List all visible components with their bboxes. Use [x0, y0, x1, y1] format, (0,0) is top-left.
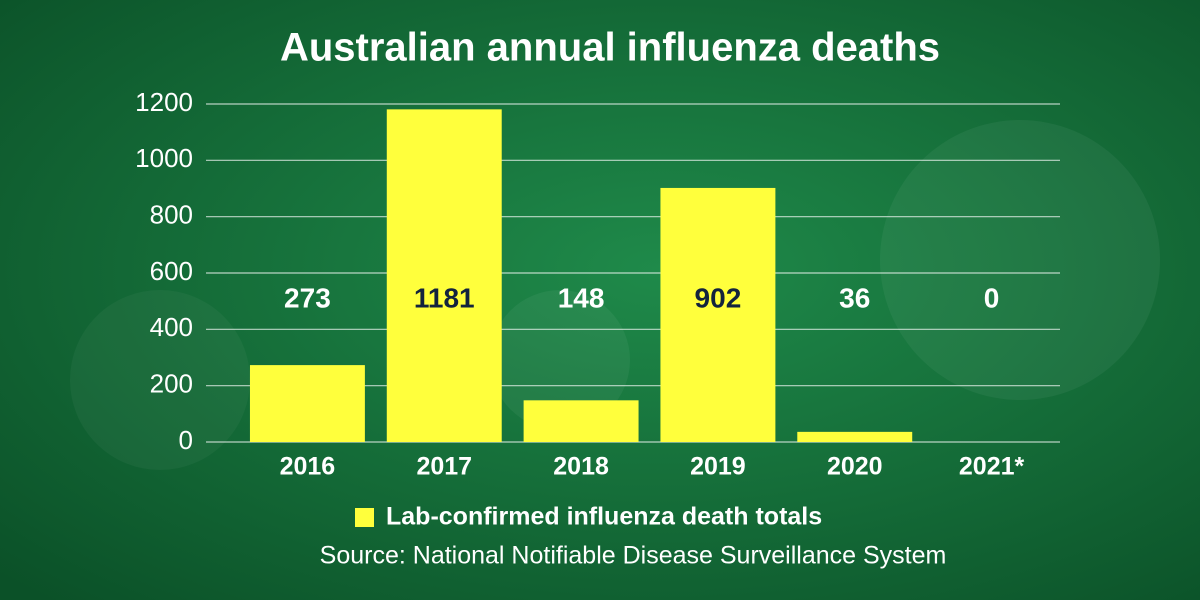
legend-label: Lab-confirmed influenza death totals	[386, 503, 822, 531]
bar	[660, 187, 776, 442]
legend-swatch	[355, 508, 374, 527]
x-tick-label: 2017	[416, 453, 472, 481]
value-label: 0	[984, 282, 1000, 313]
bar	[523, 400, 639, 442]
bar	[386, 109, 502, 442]
virus-decoration	[70, 290, 250, 470]
value-label: 148	[558, 282, 605, 313]
x-tick-label: 2021*	[959, 453, 1025, 481]
y-tick-label: 1200	[135, 87, 193, 117]
value-label: 902	[695, 282, 742, 313]
y-tick-label: 600	[150, 256, 193, 286]
virus-decoration	[880, 120, 1160, 400]
bar	[249, 365, 365, 442]
source-note: Source: National Notifiable Disease Surv…	[320, 542, 947, 570]
y-tick-label: 1000	[135, 143, 193, 173]
value-label: 1181	[414, 282, 475, 313]
y-tick-label: 200	[150, 369, 193, 399]
chart-title: Australian annual influenza deaths	[280, 26, 940, 70]
y-tick-label: 0	[179, 425, 193, 455]
value-label: 273	[284, 282, 331, 313]
x-tick-label: 2020	[827, 453, 883, 481]
bar	[797, 431, 913, 442]
x-tick-label: 2016	[280, 453, 336, 481]
x-tick-label: 2018	[553, 453, 609, 481]
x-tick-label: 2019	[690, 453, 746, 481]
y-tick-label: 400	[150, 312, 193, 342]
virus-decoration	[490, 290, 630, 430]
value-label: 36	[839, 282, 870, 313]
y-tick-label: 800	[150, 200, 193, 230]
